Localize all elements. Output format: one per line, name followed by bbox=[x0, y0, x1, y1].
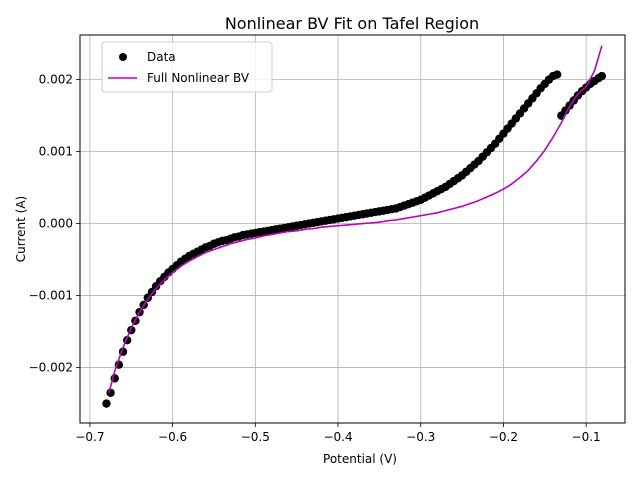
x-tick-label: −0.5 bbox=[241, 430, 270, 444]
legend: Data Full Nonlinear BV bbox=[101, 41, 273, 93]
x-tick-label: −0.6 bbox=[158, 430, 187, 444]
series-data bbox=[102, 70, 607, 408]
axes-frame bbox=[79, 34, 626, 424]
x-tick-label: −0.3 bbox=[406, 430, 435, 444]
data-point bbox=[597, 71, 607, 81]
legend-label-data: Data bbox=[147, 50, 176, 64]
x-tick-label: −0.7 bbox=[75, 430, 104, 444]
data-point bbox=[106, 388, 115, 397]
data-point bbox=[102, 399, 111, 408]
data-point bbox=[552, 70, 562, 79]
grid bbox=[80, 35, 625, 423]
y-tick-label: −0.002 bbox=[29, 361, 73, 375]
y-tick-label: 0.002 bbox=[39, 73, 73, 87]
y-tick-label: −0.001 bbox=[29, 289, 73, 303]
legend-label-fit: Full Nonlinear BV bbox=[147, 71, 250, 85]
y-tick-label: 0.000 bbox=[39, 217, 73, 231]
legend-frame bbox=[101, 41, 273, 93]
x-tick-label: −0.2 bbox=[489, 430, 518, 444]
x-tick-label: −0.4 bbox=[323, 430, 352, 444]
legend-marker-data bbox=[119, 53, 127, 61]
fit-line bbox=[108, 45, 603, 393]
y-tick-label: 0.001 bbox=[39, 145, 73, 159]
y-axis-label: Current (A) bbox=[14, 196, 28, 262]
x-tick-label: −0.1 bbox=[572, 430, 601, 444]
chart-title: Nonlinear BV Fit on Tafel Region bbox=[225, 14, 479, 33]
plot-area bbox=[102, 45, 607, 408]
x-axis-label: Potential (V) bbox=[323, 452, 397, 466]
ticks: −0.7 −0.6 −0.5 −0.4 −0.3 −0.2 −0.1 −0.002 −0.001… bbox=[29, 73, 601, 444]
